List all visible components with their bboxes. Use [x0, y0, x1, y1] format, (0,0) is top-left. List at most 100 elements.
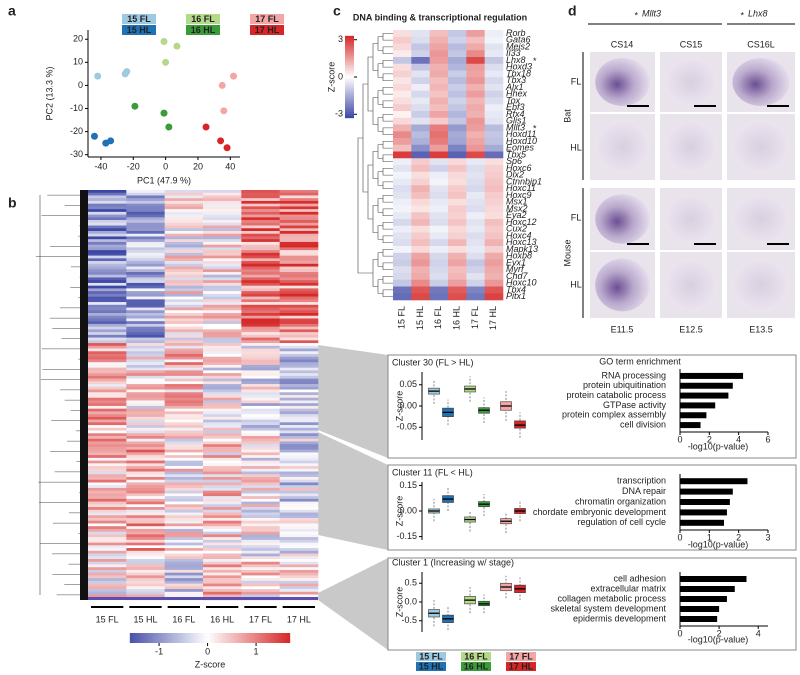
heatmap-texture	[203, 523, 242, 527]
heatmap-texture	[126, 288, 165, 292]
heatmap-texture	[126, 553, 165, 557]
heatmap-cell	[484, 158, 504, 166]
photo-grid	[590, 52, 795, 318]
heatmap-texture	[241, 220, 280, 224]
heatmap-texture	[164, 482, 204, 486]
heatmap-cell	[466, 279, 485, 287]
heatmap-texture	[88, 367, 127, 371]
heatmap-texture	[126, 236, 165, 240]
heatmap-texture	[88, 528, 127, 532]
y-tick-label: 0.00	[399, 400, 417, 410]
heatmap-texture	[241, 258, 280, 262]
heatmap-texture	[241, 509, 280, 513]
heatmap-texture	[88, 329, 127, 333]
legend-swatch	[506, 662, 536, 671]
x-tick-label: 6	[765, 434, 770, 444]
heatmap-texture	[88, 405, 127, 409]
heatmap-texture	[88, 586, 127, 590]
colorbar	[204, 633, 208, 643]
heatmap-texture	[164, 291, 204, 295]
heatmap-cell	[429, 63, 449, 71]
colorbar	[345, 82, 354, 86]
dendrogram	[367, 56, 373, 112]
heatmap-texture	[203, 203, 242, 207]
heatmap-texture	[279, 578, 319, 582]
heatmap-texture	[88, 460, 127, 464]
heatmap-texture	[241, 425, 280, 429]
dendrogram	[80, 190, 88, 600]
heatmap-texture	[88, 389, 127, 393]
point	[218, 81, 226, 89]
heatmap-cell	[466, 97, 485, 105]
limb	[732, 194, 790, 244]
heatmap-texture	[164, 282, 204, 286]
heatmap-texture	[279, 455, 319, 459]
dendrogram	[367, 164, 373, 220]
heatmap-texture	[88, 520, 127, 524]
heatmap-texture	[88, 340, 127, 344]
colorbar	[345, 48, 354, 51]
go-term: epidermis development	[573, 613, 667, 623]
heatmap-texture	[203, 422, 242, 426]
legend-label: 17 FL	[255, 14, 279, 24]
heatmap-texture	[126, 416, 165, 420]
heatmap-texture	[126, 343, 165, 347]
colorbar	[345, 35, 354, 39]
x-tick-label: 0	[163, 161, 168, 171]
heatmap-cell	[411, 90, 430, 98]
heatmap-texture	[88, 496, 127, 500]
heatmap-texture	[88, 381, 127, 385]
heatmap-texture	[88, 378, 127, 382]
point	[173, 42, 181, 50]
heatmap-texture	[126, 537, 165, 541]
heatmap-texture	[164, 580, 204, 584]
colorbar	[257, 633, 261, 643]
heatmap-texture	[279, 416, 319, 420]
heatmap-texture	[279, 272, 319, 276]
heatmap-texture	[279, 422, 319, 426]
heatmap-texture	[203, 241, 242, 245]
heatmap-texture	[241, 561, 280, 565]
heatmap-texture	[241, 438, 280, 442]
heatmap-texture	[126, 397, 165, 401]
heatmap-texture	[88, 321, 127, 325]
heatmap-texture	[241, 326, 280, 330]
heatmap-cell	[393, 36, 412, 44]
dendrogram	[377, 117, 383, 132]
heatmap-texture	[88, 487, 127, 491]
heatmap-texture	[164, 507, 204, 511]
heatmap-texture	[279, 307, 319, 311]
heatmap-texture	[241, 190, 280, 194]
heatmap-texture	[241, 261, 280, 265]
dendrogram	[377, 144, 383, 159]
heatmap-texture	[164, 214, 204, 218]
column-label: 17 HL	[488, 306, 498, 330]
gene-label: Cux2	[506, 224, 527, 234]
heatmap-texture	[241, 364, 280, 368]
heatmap-title: DNA binding & transcriptional regulation	[353, 12, 527, 22]
heatmap-texture	[279, 498, 319, 502]
heatmap-cell	[429, 36, 449, 44]
bar	[680, 576, 747, 582]
heatmap-cell	[484, 212, 504, 220]
heatmap-texture	[126, 367, 165, 371]
heatmap-texture	[241, 274, 280, 278]
y-tick-label: 0.05	[399, 379, 417, 389]
heatmap-cell	[393, 171, 412, 179]
heatmap-texture	[126, 323, 165, 327]
heatmap-texture	[164, 354, 204, 358]
heatmap-texture	[203, 228, 242, 232]
heatmap-texture	[88, 523, 127, 527]
colorbar	[220, 633, 224, 643]
colorbar	[345, 60, 354, 63]
heatmap-cell	[429, 286, 449, 294]
heatmap-texture	[126, 198, 165, 202]
heatmap-texture	[88, 386, 127, 390]
heatmap-cell	[466, 117, 485, 125]
heatmap-cell	[448, 293, 467, 301]
heatmap-texture	[126, 518, 165, 522]
gene-label: Lhx8	[506, 55, 526, 65]
heatmap-cell	[484, 232, 504, 240]
legend-label: 16 FL	[191, 14, 215, 24]
heatmap-texture	[279, 444, 319, 448]
